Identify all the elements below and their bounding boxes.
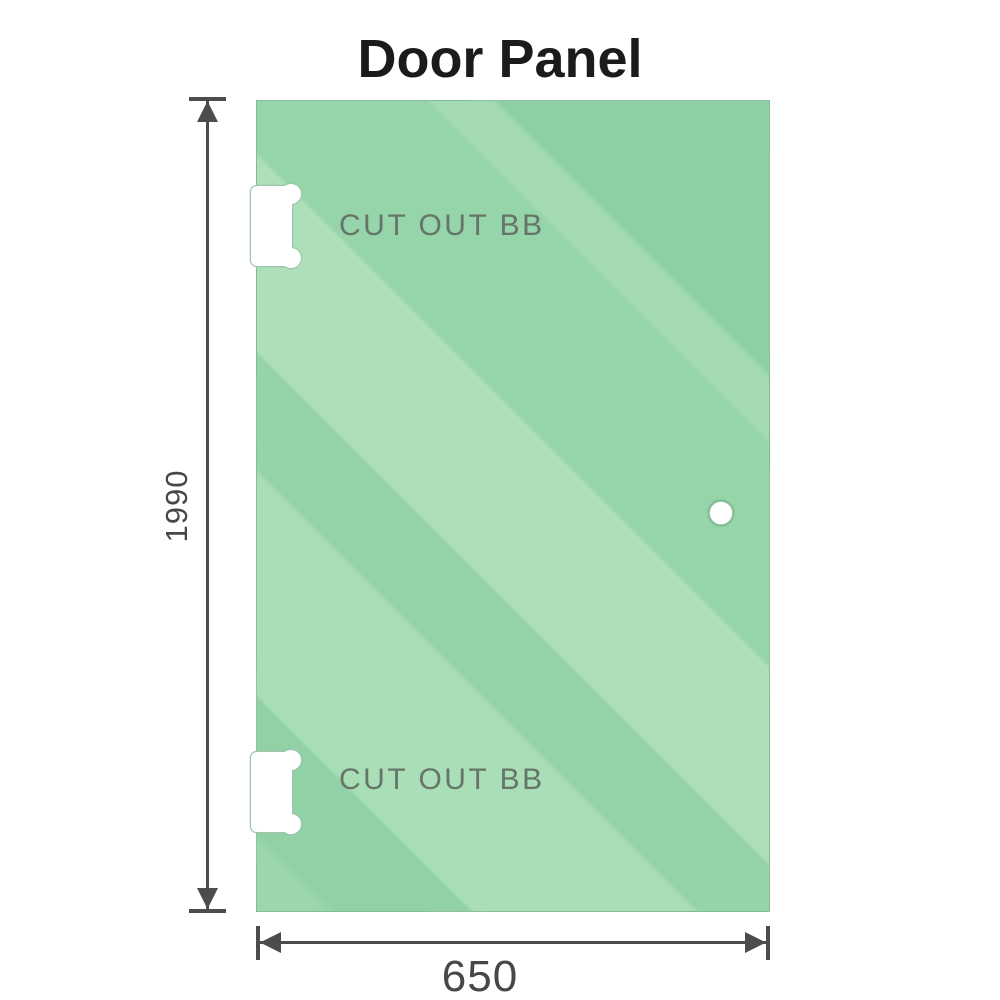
glass-panel: CUT OUT BB CUT OUT BB (249, 100, 770, 912)
width-dimension-label: 650 (441, 952, 519, 1000)
cutout-label-top: CUT OUT BB (339, 209, 545, 242)
arrow-up-icon (197, 101, 218, 122)
hinge-cutout-top (251, 184, 301, 268)
height-dimension-label: 1990 (159, 469, 194, 543)
hinge-cutout-bottom (251, 750, 301, 834)
arrow-left-icon (260, 932, 281, 953)
arrow-down-icon (197, 888, 218, 909)
handle-hole (707, 499, 735, 527)
arrow-right-icon (745, 932, 766, 953)
cutout-label-bottom: CUT OUT BB (339, 763, 545, 796)
panel-features (249, 182, 735, 836)
page-title: Door Panel (357, 29, 643, 89)
